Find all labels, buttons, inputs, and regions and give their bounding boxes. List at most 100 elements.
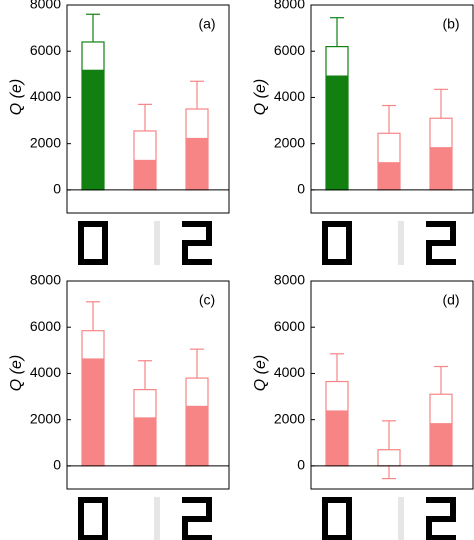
digit-segment bbox=[426, 516, 456, 522]
digit-segment bbox=[426, 243, 432, 265]
y-tick-label: 8000 bbox=[274, 0, 305, 12]
digit bbox=[78, 497, 108, 540]
digit-segment bbox=[78, 221, 108, 227]
digit bbox=[154, 497, 160, 540]
digit-segment bbox=[398, 243, 404, 265]
digit-segment bbox=[78, 259, 108, 265]
digit-segment bbox=[78, 243, 84, 265]
digit-segment bbox=[322, 259, 352, 265]
digit-segment bbox=[322, 497, 352, 503]
digit-segment bbox=[182, 243, 188, 265]
bar bbox=[326, 75, 348, 190]
digit-segment bbox=[182, 240, 212, 246]
digit-segment bbox=[78, 535, 108, 540]
digit-segment bbox=[182, 259, 212, 265]
digit bbox=[322, 221, 352, 265]
digit-segment bbox=[78, 497, 108, 503]
digit-segment bbox=[154, 497, 160, 519]
y-tick-label: 6000 bbox=[274, 42, 305, 58]
y-tick-label: 4000 bbox=[274, 364, 305, 380]
digit bbox=[182, 221, 212, 265]
digit bbox=[426, 497, 456, 540]
bar bbox=[430, 147, 452, 190]
digit-segment bbox=[206, 221, 212, 243]
y-tick-label: 2000 bbox=[30, 134, 61, 150]
y-tick-label: 6000 bbox=[274, 318, 305, 334]
bar bbox=[82, 358, 104, 466]
digit bbox=[182, 497, 212, 540]
bar bbox=[186, 405, 208, 466]
panel-label: (b) bbox=[442, 16, 459, 32]
plot-frame bbox=[66, 280, 230, 490]
y-tick-label: 2000 bbox=[274, 410, 305, 426]
digit-segment bbox=[346, 221, 352, 243]
digit-segment bbox=[346, 497, 352, 519]
digit-segment bbox=[322, 535, 352, 540]
bar bbox=[378, 162, 400, 190]
digit-segment bbox=[78, 221, 84, 243]
digit-segment bbox=[426, 535, 456, 540]
y-tick-label: 4000 bbox=[274, 88, 305, 104]
digit-segment bbox=[426, 240, 456, 246]
bar bbox=[134, 417, 156, 466]
digit-segment bbox=[450, 497, 456, 519]
y-tick-label: 6000 bbox=[30, 318, 61, 334]
panel-label: (a) bbox=[198, 16, 215, 32]
y-tick-label: 8000 bbox=[30, 0, 61, 12]
digit-segment bbox=[102, 519, 108, 540]
y-tick-label: 0 bbox=[297, 181, 305, 197]
digit bbox=[398, 221, 404, 265]
digit bbox=[426, 221, 456, 265]
digit-segment bbox=[426, 497, 456, 503]
digit-segment bbox=[102, 221, 108, 243]
digit-segment bbox=[102, 243, 108, 265]
digit-segment bbox=[426, 259, 456, 265]
bar bbox=[186, 137, 208, 190]
y-tick-label: 2000 bbox=[30, 410, 61, 426]
digit bbox=[154, 221, 160, 265]
digit-segment bbox=[322, 497, 328, 519]
bar bbox=[134, 159, 156, 190]
digit bbox=[322, 497, 352, 540]
digit-segment bbox=[322, 243, 328, 265]
y-axis-label: Q (e) bbox=[252, 79, 269, 115]
plot-frame bbox=[310, 4, 474, 214]
y-axis-label: Q (e) bbox=[8, 79, 25, 115]
digit-segment bbox=[206, 497, 212, 519]
panel-label: (d) bbox=[442, 292, 459, 308]
digit-segment bbox=[398, 519, 404, 540]
digit-segment bbox=[346, 243, 352, 265]
y-tick-label: 4000 bbox=[30, 364, 61, 380]
digit-segment bbox=[398, 497, 404, 519]
digit bbox=[398, 497, 404, 540]
digit-segment bbox=[398, 221, 404, 243]
digit-segment bbox=[322, 519, 328, 540]
digit-segment bbox=[322, 221, 328, 243]
y-tick-label: 6000 bbox=[30, 42, 61, 58]
digit-segment bbox=[154, 221, 160, 243]
digit-segment bbox=[182, 497, 212, 503]
digit-segment bbox=[102, 497, 108, 519]
y-axis-label: Q (e) bbox=[252, 355, 269, 391]
y-tick-label: 0 bbox=[53, 457, 61, 473]
digit-segment bbox=[182, 535, 212, 540]
digit-segment bbox=[426, 221, 456, 227]
y-tick-label: 2000 bbox=[274, 134, 305, 150]
digit-segment bbox=[182, 221, 212, 227]
y-tick-label: 0 bbox=[297, 457, 305, 473]
y-tick-label: 8000 bbox=[30, 272, 61, 288]
bar bbox=[82, 69, 104, 190]
y-tick-label: 0 bbox=[53, 181, 61, 197]
digit-segment bbox=[78, 497, 84, 519]
digit-segment bbox=[450, 221, 456, 243]
outline-bar bbox=[377, 449, 401, 467]
digit-segment bbox=[182, 519, 188, 540]
digit-segment bbox=[346, 519, 352, 540]
bar bbox=[430, 423, 452, 466]
plot-frame bbox=[66, 4, 230, 214]
digit bbox=[78, 221, 108, 265]
digit-segment bbox=[154, 519, 160, 540]
plot-frame bbox=[310, 280, 474, 490]
y-axis-label: Q (e) bbox=[8, 355, 25, 391]
